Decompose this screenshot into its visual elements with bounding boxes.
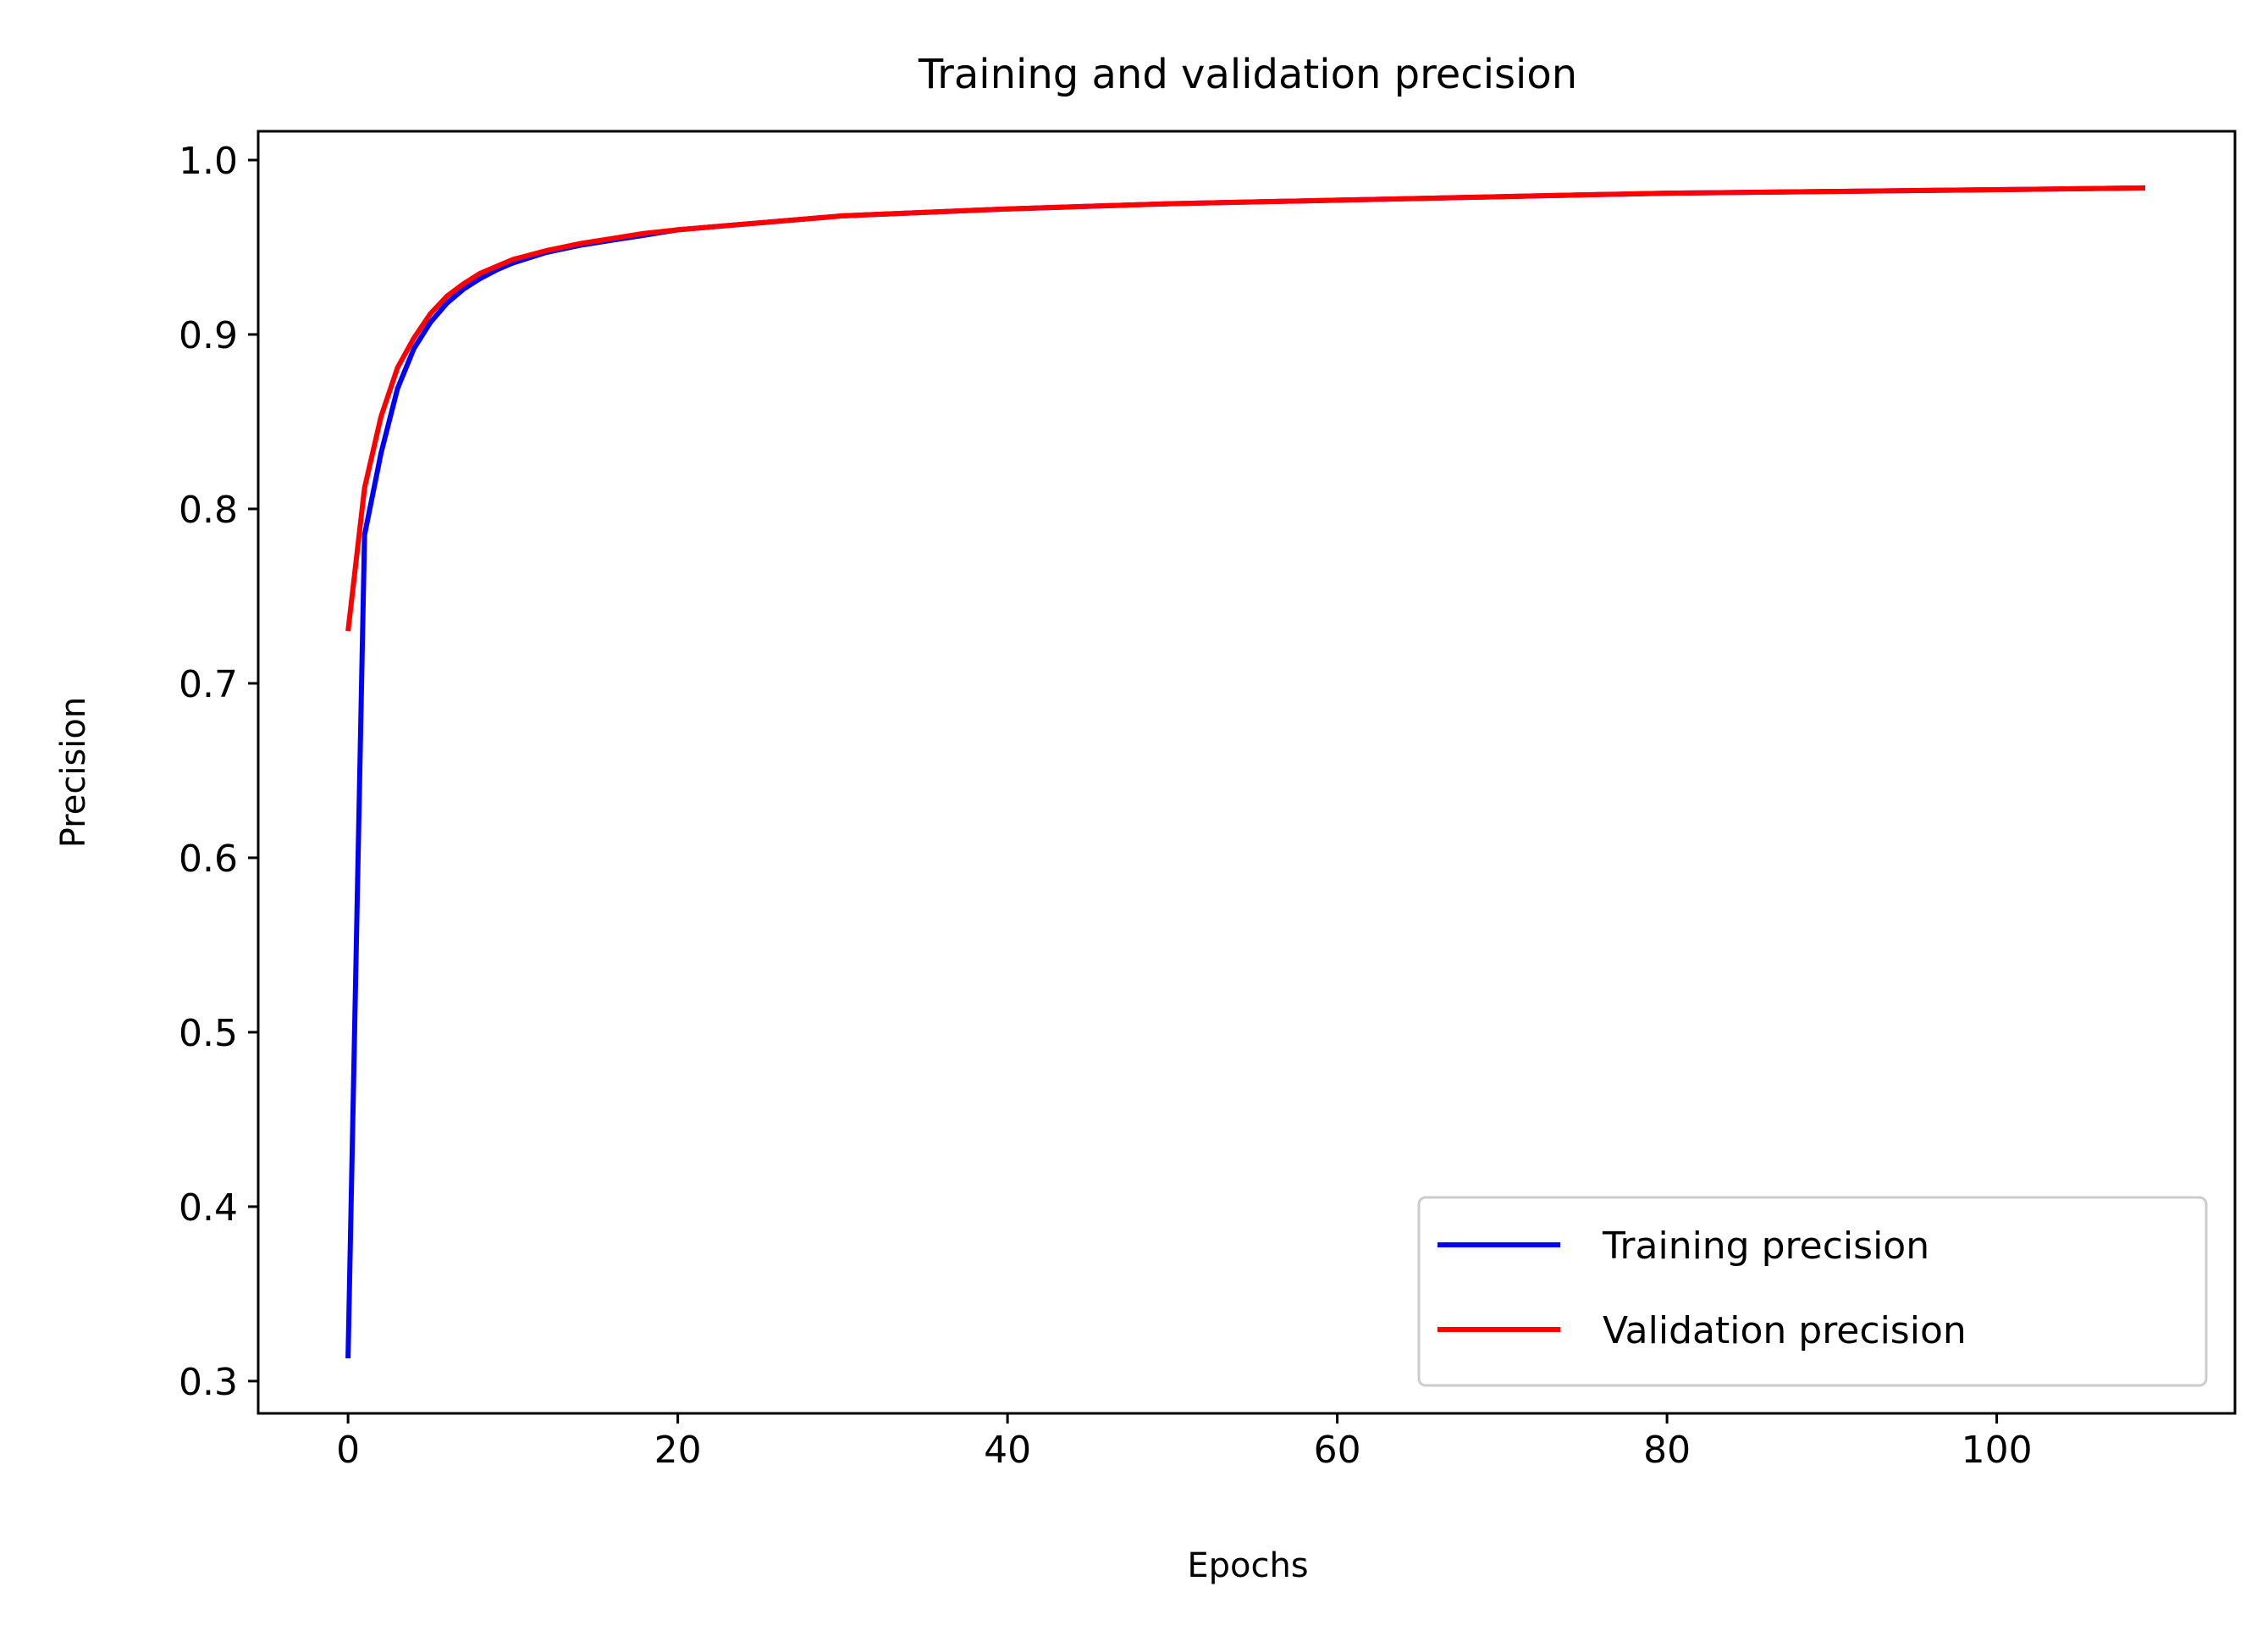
x-tick-label: 0 xyxy=(336,1429,360,1472)
y-tick-label: 1.0 xyxy=(179,140,238,183)
chart-title: Training and validation precision xyxy=(918,51,1577,98)
x-tick-label: 80 xyxy=(1643,1429,1691,1472)
plot-area xyxy=(257,130,2237,1415)
axes-frame xyxy=(257,130,2237,1415)
y-tick-label: 0.7 xyxy=(179,663,238,706)
x-tick-label: 40 xyxy=(984,1429,1031,1472)
y-tick-label: 0.9 xyxy=(179,314,238,357)
legend-box xyxy=(1417,1196,2208,1387)
legend: Training precision Validation precision xyxy=(1417,1196,2208,1387)
y-tick-label: 0.3 xyxy=(179,1361,238,1404)
x-axis-label: Epochs xyxy=(1187,1546,1308,1585)
x-tick-label: 60 xyxy=(1314,1429,1361,1472)
series-layer xyxy=(345,185,2145,1359)
x-tick-label: 20 xyxy=(654,1429,702,1472)
x-axis: 0 20 40 60 80 100 xyxy=(336,1413,2033,1472)
series-line-validation-precision xyxy=(345,185,2145,632)
x-tick-label: 100 xyxy=(1962,1429,2033,1472)
y-tick-label: 0.8 xyxy=(179,489,238,532)
legend-label-training: Training precision xyxy=(1602,1225,1929,1268)
y-axis: 0.3 0.4 0.5 0.6 0.7 0.8 0.9 1.0 xyxy=(179,140,258,1404)
y-tick-label: 0.5 xyxy=(179,1012,238,1055)
legend-label-validation: Validation precision xyxy=(1603,1309,1967,1352)
y-tick-label: 0.6 xyxy=(179,838,238,881)
y-tick-label: 0.4 xyxy=(179,1186,238,1230)
y-axis-label: Precision xyxy=(54,697,93,848)
